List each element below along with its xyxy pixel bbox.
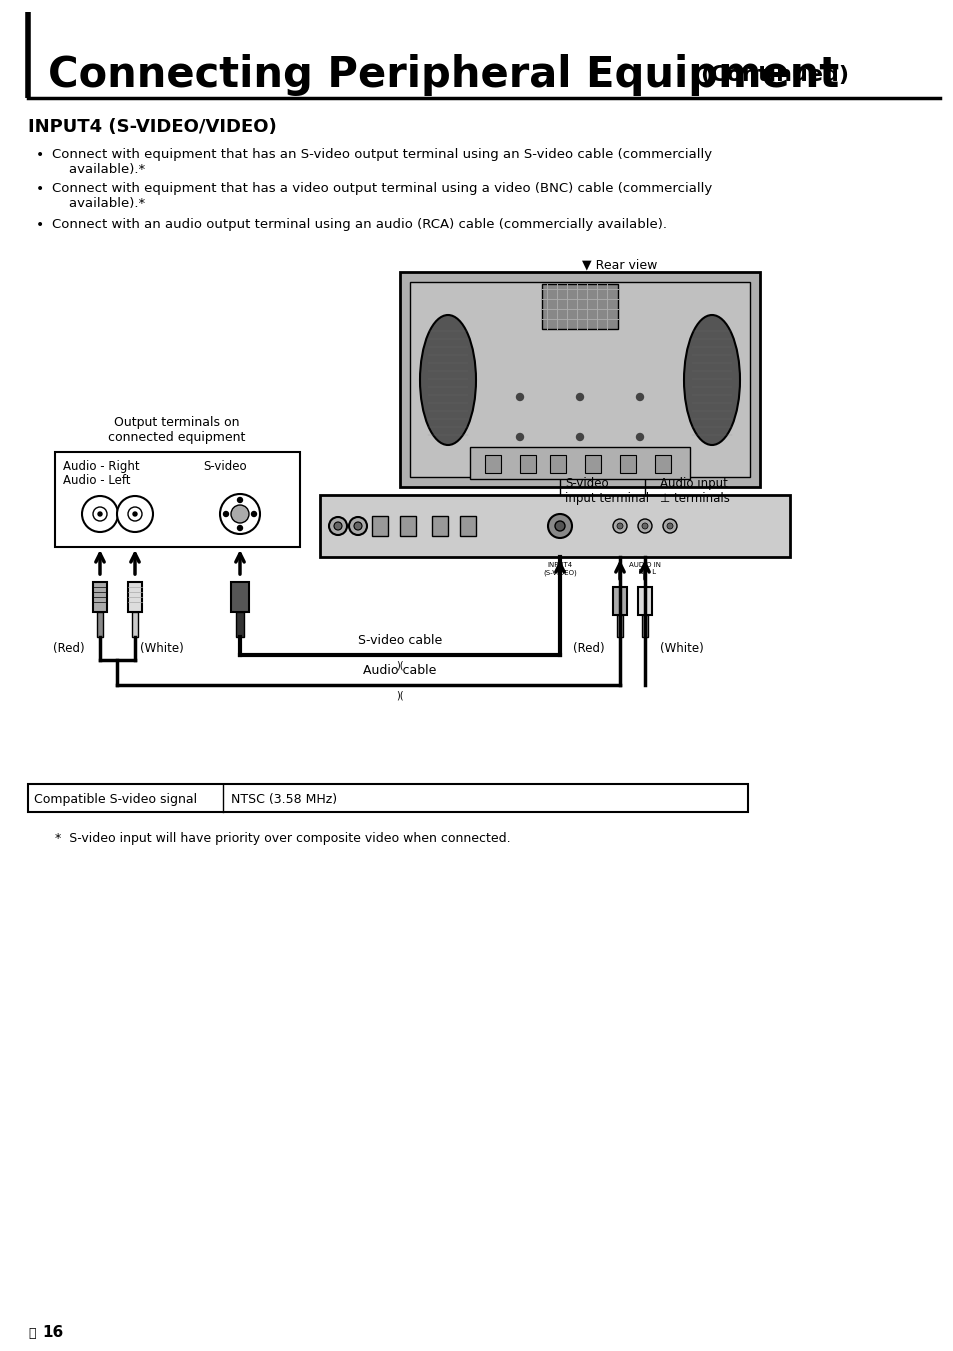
Circle shape: [662, 519, 677, 534]
Bar: [641, 615, 647, 638]
Bar: [399, 516, 416, 536]
Text: (Continued): (Continued): [700, 65, 848, 85]
Circle shape: [132, 512, 137, 516]
Circle shape: [576, 393, 583, 400]
Bar: [484, 455, 500, 473]
Bar: [655, 455, 670, 473]
Bar: [399, 272, 760, 486]
Circle shape: [231, 505, 249, 523]
Text: •: •: [36, 149, 44, 162]
Bar: [617, 615, 622, 638]
Text: AUDIO IN
  R    L: AUDIO IN R L: [628, 562, 660, 576]
Text: Audio cable: Audio cable: [363, 663, 436, 677]
Circle shape: [516, 393, 523, 400]
Bar: [231, 582, 249, 612]
Bar: [55, 453, 299, 547]
Bar: [519, 455, 536, 473]
Text: )(: )(: [395, 661, 403, 670]
Circle shape: [617, 523, 622, 530]
Text: Audio - Right: Audio - Right: [63, 459, 139, 473]
Circle shape: [334, 521, 341, 530]
Text: S-video cable: S-video cable: [357, 634, 441, 647]
Circle shape: [638, 519, 651, 534]
Circle shape: [82, 496, 118, 532]
Text: (White): (White): [140, 642, 184, 655]
Circle shape: [636, 434, 643, 440]
Text: INPUT4
(S-VIDEO): INPUT4 (S-VIDEO): [542, 562, 577, 576]
Text: )(: )(: [395, 690, 403, 700]
Bar: [470, 447, 689, 480]
Text: Connect with equipment that has a video output terminal using a video (BNC) cabl: Connect with equipment that has a video …: [52, 182, 712, 209]
Bar: [541, 284, 618, 330]
Circle shape: [641, 523, 647, 530]
Bar: [459, 516, 476, 536]
Circle shape: [92, 507, 107, 521]
Circle shape: [220, 494, 260, 534]
Bar: [619, 455, 636, 473]
Circle shape: [666, 523, 672, 530]
Circle shape: [354, 521, 361, 530]
Text: Connect with an audio output terminal using an audio (RCA) cable (commercially a: Connect with an audio output terminal us…: [52, 218, 666, 231]
Text: (Red): (Red): [573, 642, 604, 655]
Text: •: •: [36, 218, 44, 232]
Bar: [613, 586, 626, 615]
Circle shape: [98, 512, 102, 516]
Text: Ⓔ: Ⓔ: [28, 1327, 35, 1340]
Text: Connecting Peripheral Equipment: Connecting Peripheral Equipment: [48, 54, 839, 96]
Bar: [92, 582, 107, 612]
Bar: [432, 516, 448, 536]
Text: Connect with equipment that has an S-video output terminal using an S-video cabl: Connect with equipment that has an S-vid…: [52, 149, 711, 176]
Bar: [128, 582, 142, 612]
Bar: [319, 494, 789, 557]
Circle shape: [237, 526, 242, 531]
Text: S-video
input terminal: S-video input terminal: [564, 477, 648, 505]
Circle shape: [237, 497, 242, 503]
Bar: [372, 516, 388, 536]
Circle shape: [117, 496, 152, 532]
Ellipse shape: [683, 315, 740, 444]
Circle shape: [252, 512, 256, 516]
Text: S-video: S-video: [203, 459, 247, 473]
Bar: [132, 612, 138, 638]
Text: Compatible S-video signal: Compatible S-video signal: [34, 793, 197, 807]
Text: Audio - Left: Audio - Left: [63, 474, 131, 486]
Text: •: •: [36, 182, 44, 196]
Circle shape: [223, 512, 229, 516]
Bar: [28, 784, 747, 812]
Text: Audio input
⊥ terminals: Audio input ⊥ terminals: [659, 477, 729, 505]
Text: (White): (White): [659, 642, 703, 655]
Circle shape: [613, 519, 626, 534]
Text: Output terminals on
connected equipment: Output terminals on connected equipment: [109, 416, 246, 444]
Circle shape: [329, 517, 347, 535]
Circle shape: [636, 393, 643, 400]
Circle shape: [516, 434, 523, 440]
Circle shape: [349, 517, 367, 535]
Text: ▼ Rear view: ▼ Rear view: [581, 258, 657, 272]
Circle shape: [547, 513, 572, 538]
Circle shape: [555, 521, 564, 531]
Bar: [550, 455, 565, 473]
Bar: [97, 612, 103, 638]
Ellipse shape: [419, 315, 476, 444]
Text: 16: 16: [42, 1325, 63, 1340]
Bar: [638, 586, 651, 615]
Text: NTSC (3.58 MHz): NTSC (3.58 MHz): [231, 793, 336, 807]
Text: *  S-video input will have priority over composite video when connected.: * S-video input will have priority over …: [55, 832, 510, 844]
Bar: [584, 455, 600, 473]
Bar: [235, 612, 244, 638]
Text: INPUT4 (S-VIDEO/VIDEO): INPUT4 (S-VIDEO/VIDEO): [28, 118, 276, 136]
Circle shape: [128, 507, 142, 521]
Circle shape: [576, 434, 583, 440]
Bar: [410, 282, 749, 477]
Text: (Red): (Red): [53, 642, 85, 655]
